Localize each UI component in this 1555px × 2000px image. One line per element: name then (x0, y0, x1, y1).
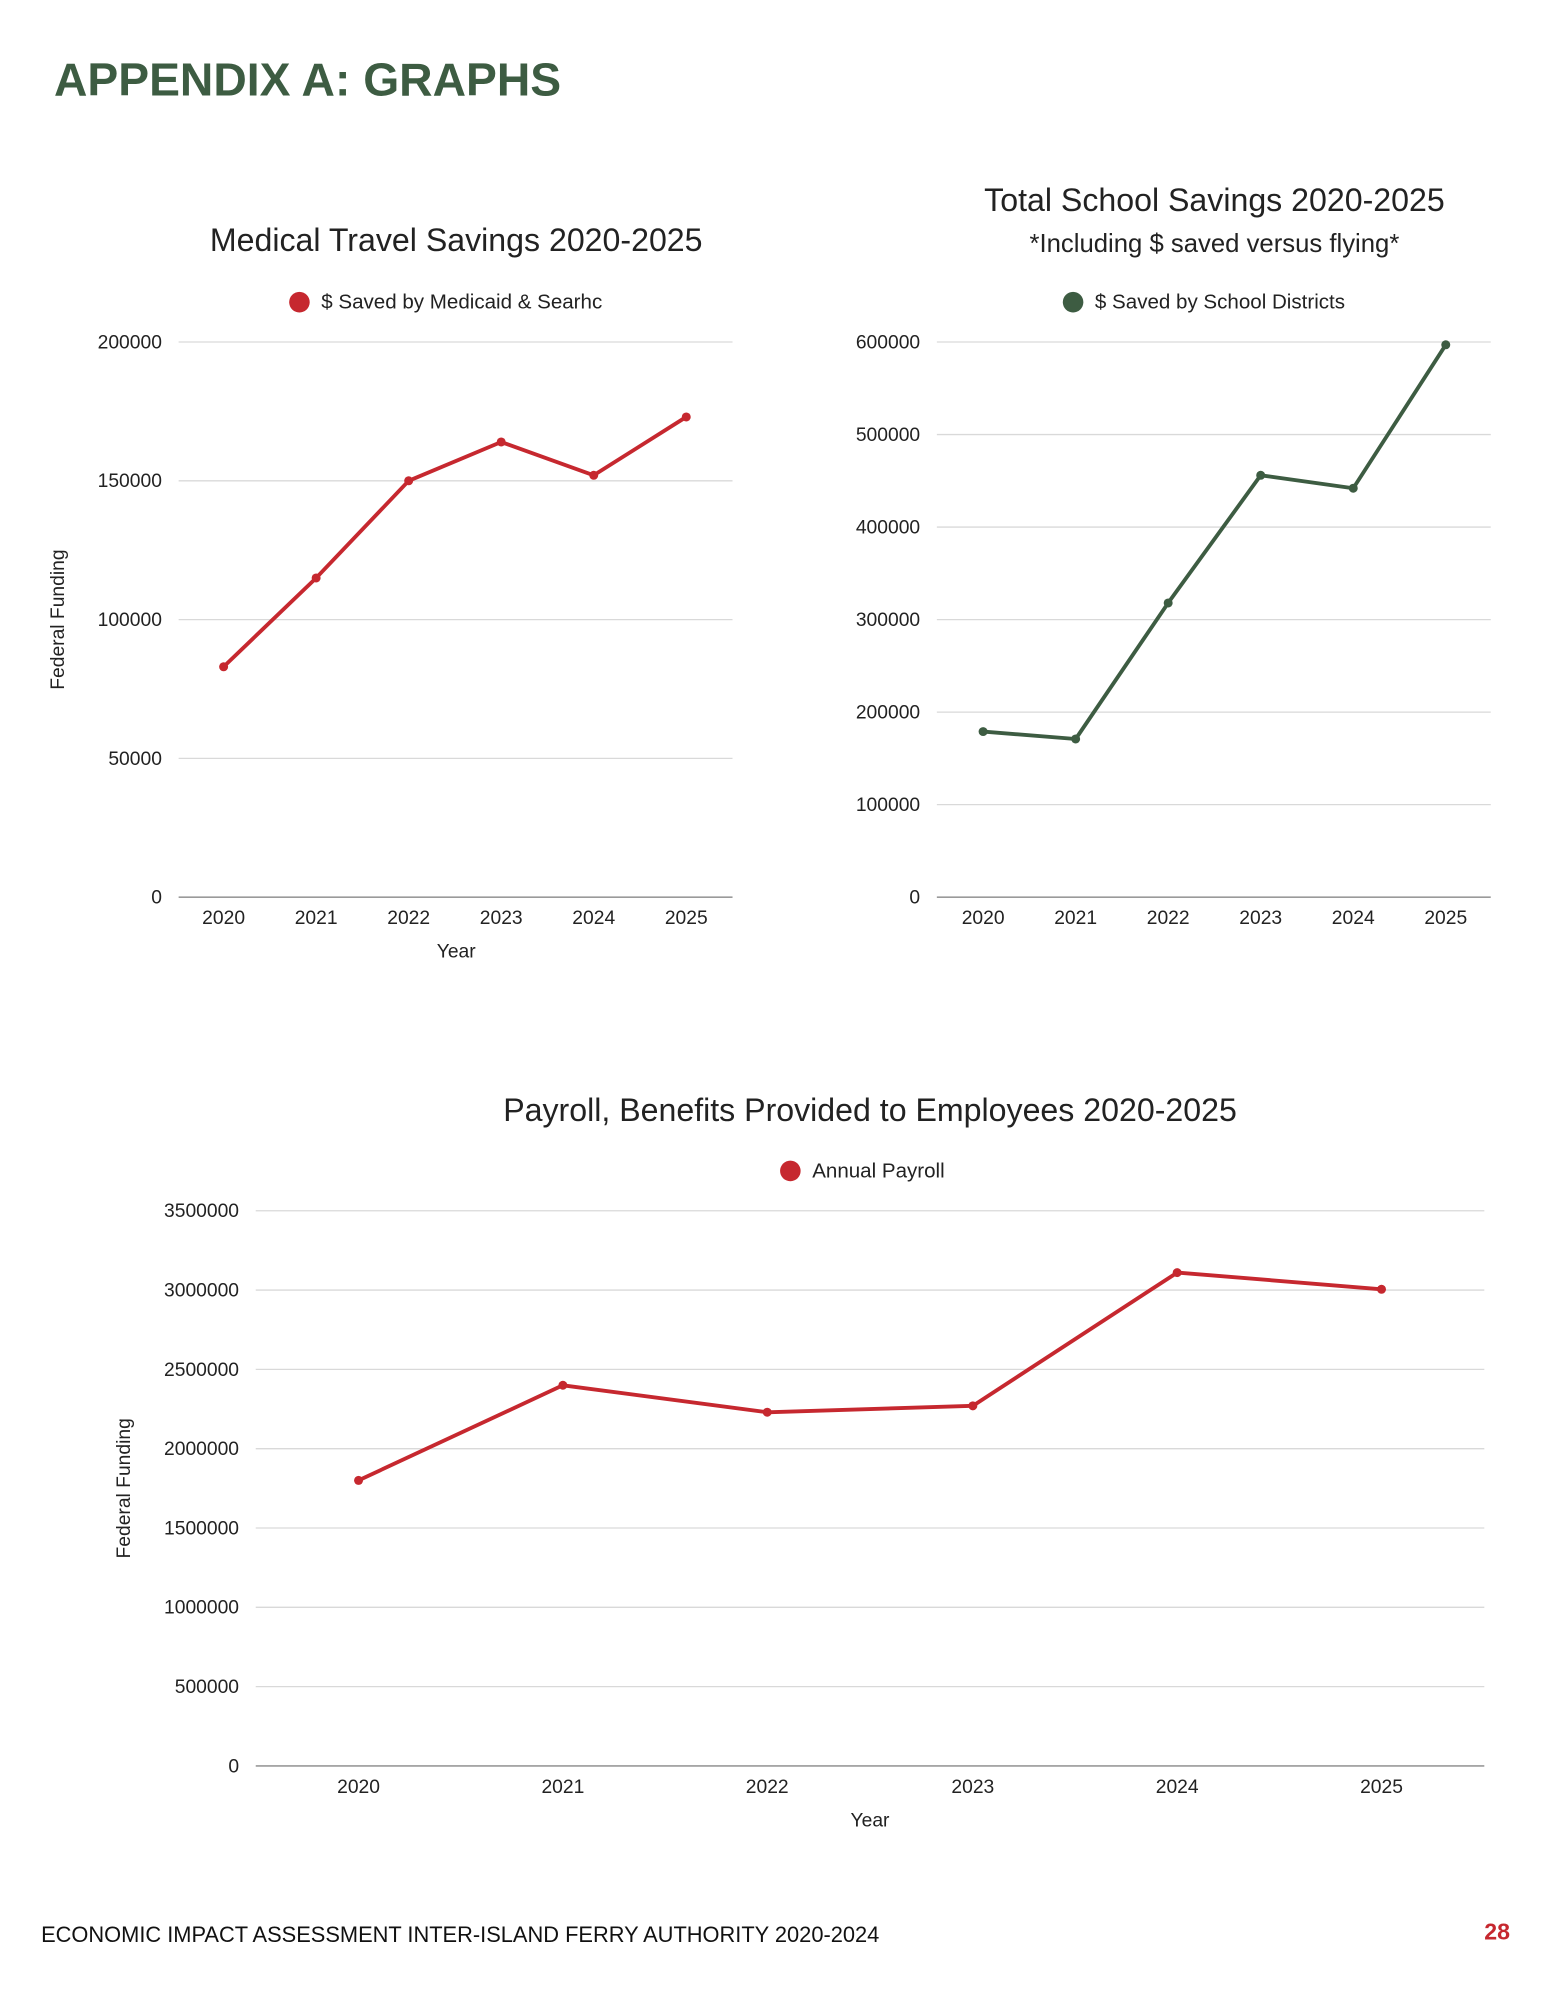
y-tick-label: 3000000 (164, 1280, 239, 1301)
chart-title: Total School Savings 2020-2025 (984, 182, 1445, 218)
data-point (978, 727, 988, 737)
x-tick-label: 2020 (202, 908, 245, 929)
data-point (1071, 734, 1081, 744)
chart-subtitle: *Including $ saved versus flying* (1030, 230, 1400, 258)
x-tick-label: 2021 (295, 908, 338, 929)
series-line (982, 343, 1448, 741)
y-tick-label: 600000 (856, 332, 920, 353)
y-tick-label: 400000 (856, 518, 920, 539)
data-point (1163, 598, 1173, 608)
y-tick-label: 100000 (856, 795, 920, 816)
y-tick-label: 500000 (175, 1677, 239, 1698)
chart-title: Medical Travel Savings 2020-2025 (210, 222, 703, 258)
data-point (1377, 1284, 1387, 1294)
page-number: 28 (1484, 1918, 1510, 1944)
y-tick-label: 0 (151, 888, 162, 909)
series-line (222, 415, 688, 669)
x-axis-label: Year (437, 942, 477, 963)
y-tick-label: 300000 (856, 610, 920, 631)
data-point (1256, 470, 1266, 480)
x-tick-label: 2024 (572, 908, 615, 929)
x-tick-label: 2021 (541, 1777, 584, 1798)
data-point (1348, 483, 1358, 493)
data-point (558, 1380, 568, 1390)
data-point (968, 1401, 978, 1411)
legend-marker (289, 291, 310, 313)
data-point (1441, 340, 1451, 350)
x-tick-label: 2023 (1239, 908, 1282, 929)
x-tick-label: 2021 (1054, 908, 1097, 929)
y-tick-label: 50000 (108, 749, 162, 770)
data-point (404, 476, 414, 486)
y-tick-label: 0 (909, 888, 920, 909)
y-tick-label: 3500000 (164, 1201, 239, 1222)
x-tick-label: 2020 (337, 1777, 380, 1798)
x-tick-label: 2025 (665, 908, 708, 929)
y-tick-label: 100000 (98, 610, 162, 631)
legend-marker (1062, 291, 1084, 313)
y-tick-label: 1500000 (164, 1518, 239, 1539)
x-tick-label: 2022 (1147, 908, 1190, 929)
medical-travel-savings-chart: Medical Travel Savings 2020-2025 $ Saved … (48, 222, 733, 963)
data-point (219, 662, 229, 672)
y-tick-label: 200000 (98, 332, 162, 353)
y-axis-label: Federal Funding (48, 549, 69, 689)
footer-text: ECONOMIC IMPACT ASSESSMENT INTER-ISLAND … (41, 1922, 879, 1947)
x-tick-label: 2023 (951, 1777, 994, 1798)
x-axis-label: Year (851, 1810, 891, 1831)
series-line (357, 1270, 1382, 1483)
data-point (589, 470, 599, 480)
y-axis-label: Federal Funding (114, 1418, 135, 1558)
school-savings-chart: Total School Savings 2020-2025 *Including… (856, 182, 1491, 929)
y-tick-label: 2500000 (164, 1360, 239, 1381)
x-tick-label: 2020 (962, 908, 1005, 929)
y-tick-label: 0 (228, 1756, 239, 1777)
x-tick-label: 2023 (480, 908, 523, 929)
chart-title: Payroll, Benefits Provided to Employees … (503, 1092, 1237, 1128)
x-tick-label: 2022 (746, 1777, 789, 1798)
page-title: APPENDIX A: GRAPHS (54, 53, 561, 105)
legend-label: Annual Payroll (812, 1159, 945, 1182)
x-tick-label: 2024 (1332, 908, 1375, 929)
payroll-chart: Payroll, Benefits Provided to Employees … (114, 1092, 1485, 1831)
data-point (1172, 1268, 1182, 1278)
data-point (354, 1475, 364, 1485)
legend-label: $ Saved by School Districts (1095, 291, 1345, 314)
y-tick-label: 500000 (856, 425, 920, 446)
data-point (681, 412, 691, 422)
y-tick-label: 2000000 (164, 1439, 239, 1460)
legend-label: $ Saved by Medicaid & Searhc (321, 291, 602, 314)
data-point (311, 573, 321, 583)
legend-marker (780, 1160, 801, 1182)
x-tick-label: 2025 (1360, 1777, 1403, 1798)
y-tick-label: 150000 (98, 471, 162, 492)
data-point (496, 437, 506, 447)
y-tick-label: 1000000 (164, 1598, 239, 1619)
x-tick-label: 2025 (1424, 908, 1467, 929)
y-tick-label: 200000 (856, 703, 920, 724)
data-point (762, 1407, 772, 1417)
x-tick-label: 2024 (1156, 1777, 1199, 1798)
x-tick-label: 2022 (387, 908, 430, 929)
